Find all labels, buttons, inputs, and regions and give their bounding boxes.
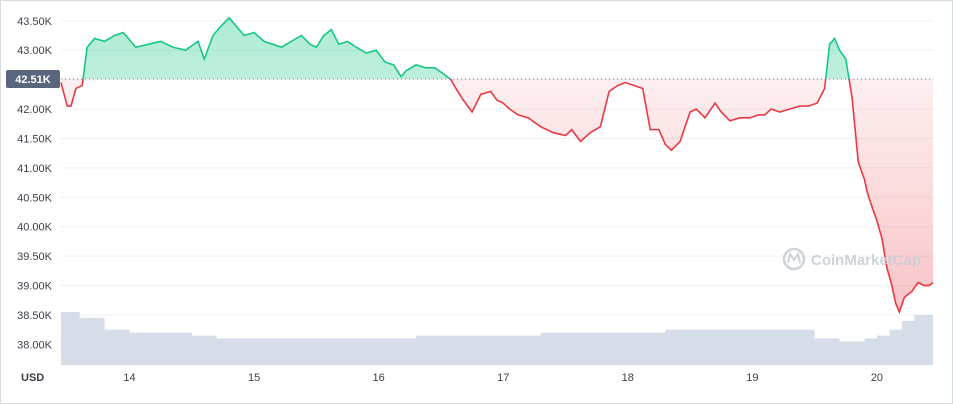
y-tick-label: 40.50K	[17, 192, 53, 204]
y-tick-label: 38.50K	[17, 310, 53, 322]
current-price-label: 42.51K	[15, 74, 51, 86]
y-tick-label: 39.50K	[17, 251, 53, 263]
price-line-down	[60, 79, 934, 315]
current-price-badge: 42.51K	[6, 70, 60, 89]
coinmarketcap-m-icon	[787, 251, 801, 264]
y-tick-label: 38.00K	[17, 339, 53, 351]
x-tick-label: 18	[622, 372, 634, 384]
x-tick-label: 19	[746, 372, 758, 384]
y-tick-label: 41.00K	[17, 163, 53, 175]
x-tick-label: 17	[497, 372, 509, 384]
x-tick-label: 14	[123, 372, 135, 384]
price-fill-up	[61, 17, 933, 80]
y-tick-label: 40.00K	[17, 222, 53, 234]
volume-area	[61, 312, 933, 365]
y-tick-label: 39.00K	[17, 281, 53, 293]
x-tick-label: 20	[871, 372, 883, 384]
currency-label: USD	[21, 372, 44, 384]
y-tick-label: 43.50K	[17, 16, 53, 28]
x-tick-label: 15	[248, 372, 260, 384]
coinmarketcap-logo-icon	[782, 247, 806, 271]
volume-shape	[61, 312, 933, 365]
coinmarketcap-watermark: CoinMarketCap	[782, 247, 921, 271]
price-fill	[61, 17, 933, 313]
y-tick-label: 41.50K	[17, 133, 53, 145]
x-tick-label: 16	[373, 372, 385, 384]
price-line-up	[82, 16, 850, 80]
watermark-text: CoinMarketCap	[811, 252, 921, 269]
x-axis: 14 15 16 17 18 19 20	[123, 372, 883, 384]
y-tick-label: 42.00K	[17, 104, 53, 116]
y-tick-label: 43.00K	[17, 45, 53, 57]
y-axis: 43.50K43.00K42.50K42.00K41.50K41.00K40.5…	[17, 16, 53, 352]
price-line	[60, 16, 934, 315]
